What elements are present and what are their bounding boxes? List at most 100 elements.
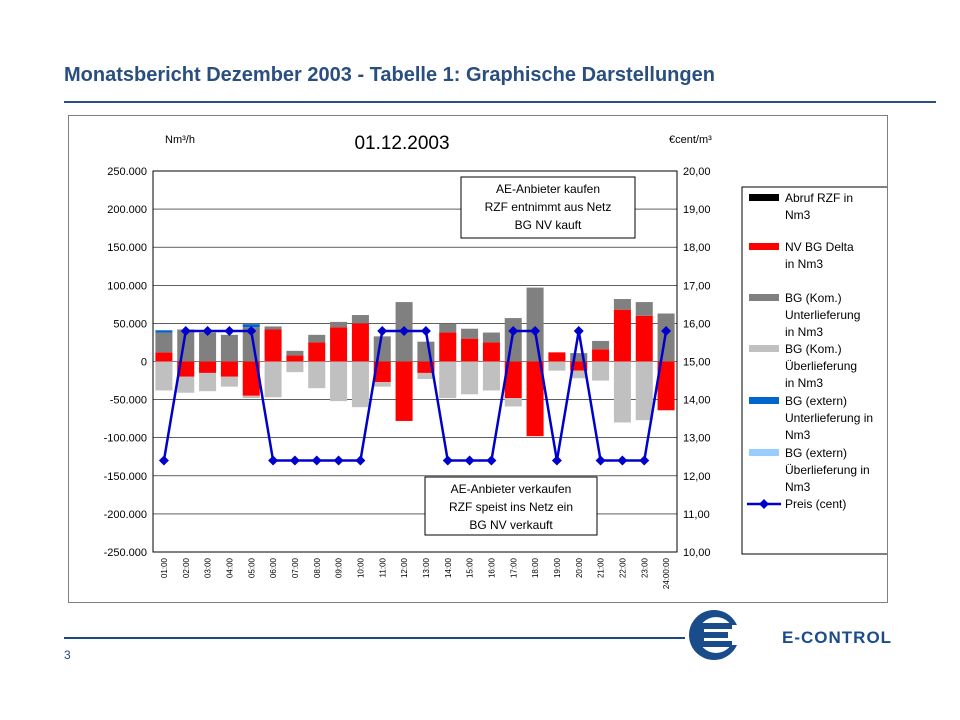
x-tick-label: 08:00 bbox=[313, 557, 322, 578]
bar-bg-kom-unter bbox=[155, 332, 173, 353]
bar-nv-delta bbox=[330, 327, 348, 362]
bar-bg-ext-unter bbox=[242, 324, 260, 328]
bar-nv-delta bbox=[439, 332, 457, 362]
legend-label: BG (extern) bbox=[785, 394, 847, 408]
bar-bg-kom-ueber bbox=[417, 372, 435, 380]
bar-nv-delta bbox=[373, 361, 391, 383]
logo-text: E-CONTROL bbox=[782, 628, 893, 647]
x-tick-label: 19:00 bbox=[553, 557, 562, 578]
x-tick-label: 05:00 bbox=[247, 557, 256, 578]
bar-bg-kom-ueber bbox=[548, 361, 566, 371]
y-left-tick-label: 100.000 bbox=[107, 280, 147, 292]
bar-bg-kom-ueber bbox=[308, 361, 326, 389]
y-right-tick-label: 19,00 bbox=[683, 204, 711, 216]
bar-bg-kom-ueber bbox=[461, 361, 479, 395]
price-point bbox=[661, 326, 672, 337]
y-left-tick-label: 250.000 bbox=[107, 166, 147, 178]
price-point bbox=[268, 455, 279, 466]
price-point bbox=[399, 326, 410, 337]
price-point bbox=[617, 455, 628, 466]
price-point bbox=[551, 455, 562, 466]
legend-swatch-abruf bbox=[749, 194, 779, 201]
y-left-tick-label: 50.000 bbox=[113, 318, 147, 330]
page-number: 3 bbox=[64, 648, 71, 662]
bar-nv-delta bbox=[177, 361, 195, 377]
bar-nv-delta bbox=[155, 352, 173, 362]
bar-bg-kom-unter bbox=[592, 340, 610, 350]
y-right-tick-label: 14,00 bbox=[683, 395, 711, 407]
bar-bg-kom-unter bbox=[570, 353, 588, 362]
x-tick-label: 07:00 bbox=[291, 557, 300, 578]
title-divider bbox=[64, 101, 936, 103]
bar-nv-delta bbox=[592, 349, 610, 362]
bar-nv-delta bbox=[308, 342, 326, 362]
bar-bg-kom-unter bbox=[199, 332, 217, 362]
bar-nv-delta bbox=[482, 342, 500, 362]
annotation-text: RZF speist ins Netz ein bbox=[449, 500, 573, 514]
bar-bg-kom-ueber bbox=[177, 376, 195, 393]
bar-bg-kom-ueber bbox=[592, 361, 610, 381]
bar-bg-kom-unter bbox=[439, 323, 457, 333]
bar-nv-delta bbox=[395, 361, 413, 421]
bar-nv-delta bbox=[504, 361, 522, 399]
slide-title: Monatsbericht Dezember 2003 - Tabelle 1:… bbox=[64, 64, 715, 86]
price-point bbox=[486, 455, 497, 466]
bar-bg-kom-ueber bbox=[242, 395, 260, 399]
x-tick-label: 03:00 bbox=[204, 557, 213, 578]
x-tick-label: 13:00 bbox=[422, 557, 431, 578]
legend-label: in Nm3 bbox=[785, 376, 823, 390]
legend-swatch-nv-delta bbox=[749, 243, 779, 250]
chart-frame: 250.000 200.000 150.000 100.000 50.000 0 -50.0… bbox=[68, 115, 888, 603]
x-tick-label: 11:00 bbox=[378, 557, 387, 577]
annotation-text: AE-Anbieter kaufen bbox=[496, 182, 600, 196]
bar-bg-ext-unter bbox=[155, 330, 173, 333]
price-point bbox=[508, 326, 519, 337]
bar-nv-delta bbox=[417, 361, 435, 373]
price-point bbox=[573, 326, 584, 337]
bar-bg-kom-ueber bbox=[439, 361, 457, 399]
x-tick-label: 18:00 bbox=[531, 557, 540, 578]
e-control-logo-icon bbox=[689, 610, 742, 660]
bar-nv-delta bbox=[242, 361, 260, 396]
legend-label: BG (Kom.) bbox=[785, 291, 842, 305]
x-tick-label: 04:00 bbox=[225, 557, 234, 578]
legend-label: Abruf RZF in bbox=[785, 191, 853, 205]
price-point bbox=[311, 455, 322, 466]
price-point bbox=[639, 455, 650, 466]
annotation-box bbox=[424, 476, 598, 536]
x-tick-label: 16:00 bbox=[487, 557, 496, 578]
bar-bg-kom-ueber bbox=[613, 361, 631, 423]
annotation-text: BG NV kauft bbox=[515, 218, 582, 232]
bar-nv-delta bbox=[220, 361, 238, 377]
x-tick-label: 09:00 bbox=[335, 557, 344, 578]
legend-label: Nm3 bbox=[785, 480, 811, 494]
bar-bg-kom-ueber bbox=[264, 361, 282, 398]
bar-bg-kom-ueber bbox=[155, 361, 173, 391]
x-tick-label: 17:00 bbox=[509, 557, 518, 578]
bar-nv-delta bbox=[613, 309, 631, 362]
bar-bg-kom-unter bbox=[351, 315, 369, 324]
legend-label: BG (Kom.) bbox=[785, 342, 842, 356]
bar-bg-kom-unter bbox=[461, 328, 479, 339]
footer-divider bbox=[64, 637, 685, 639]
legend-swatch-bg-kom-ueber bbox=[749, 345, 779, 352]
price-point bbox=[530, 326, 541, 337]
y-left-tick-label: 0 bbox=[141, 357, 147, 369]
price-point bbox=[420, 326, 431, 337]
bar-nv-delta bbox=[526, 361, 544, 437]
legend-label: Überlieferung in bbox=[785, 463, 870, 477]
bar-bg-kom-ueber bbox=[330, 361, 348, 402]
bar-nv-delta bbox=[199, 361, 217, 373]
bar-bg-kom-ueber bbox=[351, 361, 369, 408]
bar-bg-kom-ueber bbox=[635, 361, 653, 421]
y-left-tick-label: -150.000 bbox=[104, 471, 147, 483]
legend-marker-preis bbox=[759, 499, 769, 509]
bar-bg-kom-ueber bbox=[220, 376, 238, 387]
bar-bg-kom-unter bbox=[482, 332, 500, 343]
annotation-text: AE-Anbieter verkaufen bbox=[451, 482, 572, 496]
y-right-tick-label: 17,00 bbox=[683, 280, 711, 292]
price-point bbox=[464, 455, 475, 466]
x-tick-label: 01:00 bbox=[160, 557, 169, 578]
x-tick-label: 10:00 bbox=[356, 557, 365, 578]
price-point bbox=[158, 455, 169, 466]
